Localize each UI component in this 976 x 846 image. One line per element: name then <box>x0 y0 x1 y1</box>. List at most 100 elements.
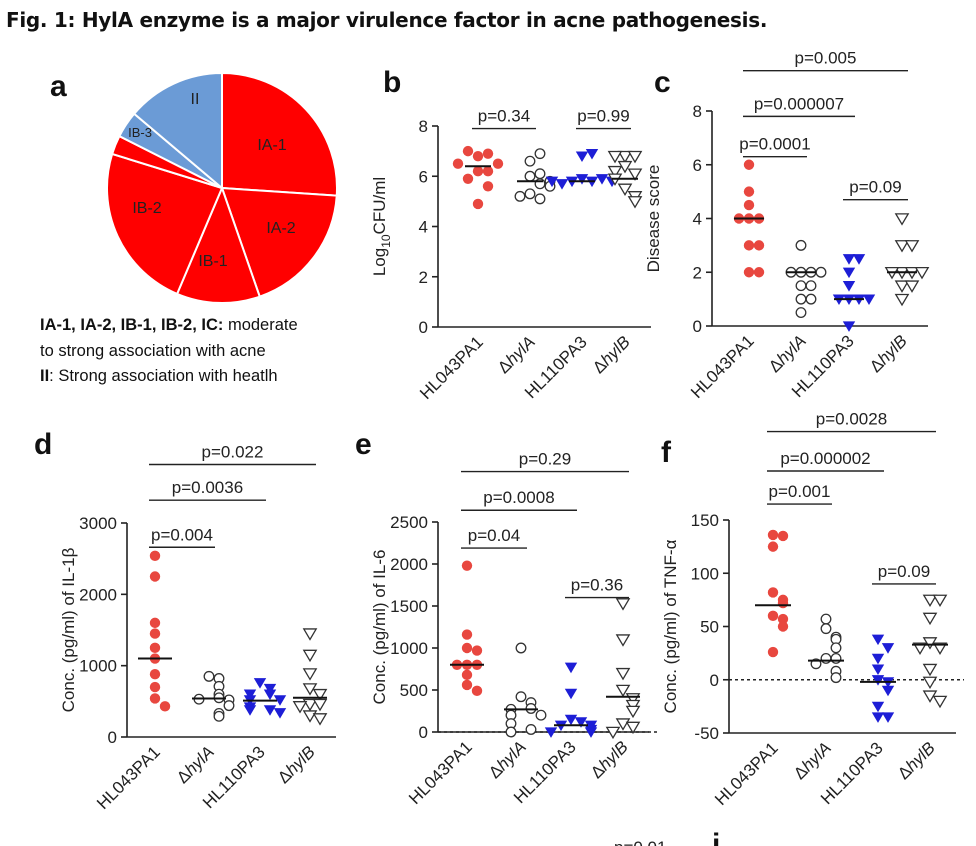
data-point <box>149 681 161 693</box>
data-point <box>767 541 779 552</box>
data-point <box>243 689 257 701</box>
data-point <box>830 653 842 664</box>
data-point <box>302 698 318 712</box>
data-point <box>767 646 779 658</box>
y-tick-label: 0 <box>419 318 428 337</box>
data-point <box>534 168 546 180</box>
data-point <box>302 668 318 681</box>
data-point <box>585 148 599 160</box>
data-point <box>852 254 866 265</box>
panel-a-pie-chart: aIA-1IA-2IB-1IB-2ICIB-3II <box>50 70 338 304</box>
data-point <box>149 693 161 704</box>
data-point <box>753 240 765 251</box>
x-tick-label: ΔhylA <box>765 331 810 376</box>
panel-label-f: f <box>661 436 672 469</box>
data-point <box>922 612 938 626</box>
pie-label-ia-2: IA-2 <box>266 220 295 237</box>
data-point <box>753 267 765 278</box>
data-point <box>625 721 641 735</box>
data-point <box>524 188 536 200</box>
pie-label-ib-3: IB-3 <box>128 125 152 140</box>
data-point <box>815 266 827 278</box>
data-point <box>472 150 484 162</box>
pie-legend-text-3: : Strong association with heatlh <box>49 367 278 385</box>
data-point <box>894 240 910 253</box>
data-point <box>617 183 633 196</box>
y-tick-label: 50 <box>700 618 719 637</box>
y-tick-label: 1000 <box>390 639 428 658</box>
p-value-label: p=0.04 <box>468 526 520 545</box>
data-point <box>871 675 885 686</box>
data-point <box>462 145 474 157</box>
data-point <box>627 196 643 209</box>
data-point <box>617 150 633 164</box>
data-point <box>595 174 609 185</box>
data-point <box>263 705 277 716</box>
data-point <box>777 530 789 542</box>
x-tick-label: ΔhylA <box>790 738 835 783</box>
data-point <box>471 685 483 697</box>
data-point <box>842 321 856 332</box>
data-point <box>472 198 484 210</box>
x-tick-label: HL043PA1 <box>711 738 782 809</box>
cutoff-panel-label: i <box>712 828 720 846</box>
data-point <box>743 267 755 278</box>
p-value-label: p=0.000007 <box>754 94 844 113</box>
data-point <box>914 266 930 280</box>
panel-label-a: a <box>50 70 67 103</box>
y-axis-label: Conc. (pg/ml) of IL-1β <box>59 547 78 712</box>
data-point <box>461 629 473 640</box>
data-point <box>625 705 641 719</box>
data-point <box>584 727 598 738</box>
y-axis-label: Disease score <box>644 165 663 273</box>
y-axis-label-subscript: 10 <box>379 234 393 248</box>
p-value-label: p=0.0036 <box>172 478 243 497</box>
data-point <box>820 623 832 635</box>
y-tick-label: 4 <box>419 218 428 237</box>
data-point <box>149 571 161 582</box>
data-point <box>904 280 920 293</box>
data-point <box>149 669 161 680</box>
data-point <box>149 550 161 562</box>
data-point <box>524 155 536 167</box>
data-point <box>795 280 807 292</box>
pie-slice-ia-1 <box>221 71 338 197</box>
data-point <box>615 718 631 731</box>
p-value-label: p=0.09 <box>849 178 901 197</box>
data-point <box>743 159 755 170</box>
data-point <box>871 712 885 723</box>
data-point <box>564 714 578 726</box>
data-point <box>575 151 589 163</box>
data-point <box>482 166 494 177</box>
data-point <box>767 529 779 541</box>
data-point <box>842 267 856 279</box>
y-tick-label: 150 <box>691 511 719 530</box>
data-point <box>922 676 938 690</box>
data-point <box>615 634 631 647</box>
data-point <box>544 727 558 738</box>
data-point <box>472 166 484 177</box>
pie-label-ib-1: IB-1 <box>198 253 227 270</box>
p-value-label: p=0.0028 <box>816 410 887 429</box>
pie-slice-ib-2 <box>106 152 224 296</box>
y-tick-label: 8 <box>693 102 702 121</box>
data-point <box>922 663 938 677</box>
y-tick-label: 1500 <box>390 597 428 616</box>
x-tick-label: HL043PA1 <box>687 331 758 402</box>
y-tick-label: 3000 <box>79 514 117 533</box>
data-point <box>273 708 287 719</box>
data-point <box>615 598 631 611</box>
y-tick-label: 8 <box>419 117 428 136</box>
y-tick-label: 0 <box>710 671 719 690</box>
data-point <box>575 174 589 185</box>
data-point <box>894 213 910 226</box>
data-point <box>820 613 832 625</box>
p-value-label: p=0.29 <box>519 450 571 469</box>
data-point <box>312 713 328 726</box>
data-point <box>555 179 569 190</box>
x-tick-label: ΔhylA <box>494 332 539 377</box>
